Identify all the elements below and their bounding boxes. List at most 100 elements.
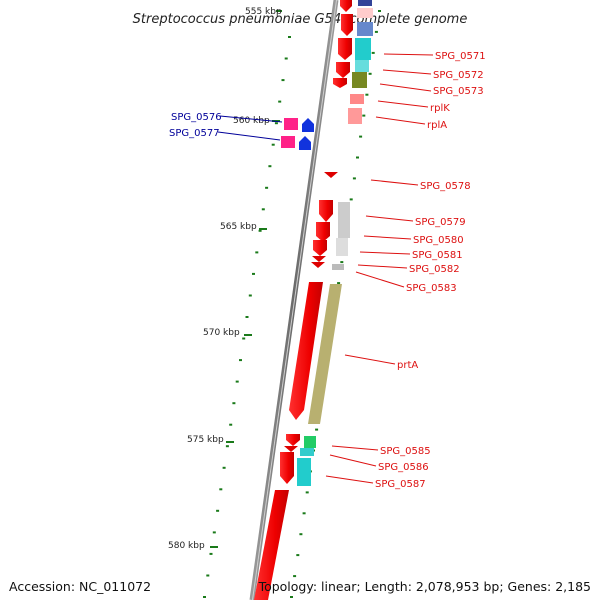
guide-dot <box>232 402 236 405</box>
gene-label[interactable]: SPG_0587 <box>375 479 426 490</box>
gene-label[interactable]: SPG_0571 <box>435 51 486 62</box>
gene-label[interactable]: prtA <box>397 360 418 371</box>
scale-ticks: 555 kbp 560 kbp 565 kbp 570 kbp 575 kbp … <box>168 7 282 551</box>
guide-dot <box>245 316 249 318</box>
guide-dot <box>281 79 285 82</box>
tick-575kbp: 575 kbp <box>187 435 234 445</box>
guide-dot <box>337 282 341 285</box>
guide-dot <box>349 198 353 201</box>
gene-arrow <box>313 240 327 256</box>
tick-label: 565 kbp <box>220 222 257 232</box>
guide-dot <box>302 512 306 515</box>
guide-dot <box>362 114 366 117</box>
guide-dot <box>368 72 372 75</box>
gene-label[interactable]: SPG_0573 <box>433 86 484 97</box>
guide-dot <box>278 100 282 103</box>
tick-580kbp: 580 kbp <box>168 541 218 551</box>
gene-label[interactable]: SPG_0582 <box>409 264 460 275</box>
guide-dot <box>235 380 239 383</box>
guide-dot <box>315 428 319 431</box>
gene-label[interactable]: SPG_0586 <box>378 462 429 473</box>
gene-label[interactable]: SPG_0578 <box>420 181 471 192</box>
guide-dot <box>239 359 242 362</box>
tick-565kbp: 565 kbp <box>220 222 267 232</box>
gene-arrow <box>341 14 353 36</box>
left-guide-dots <box>203 36 291 598</box>
guide-dot <box>216 509 220 512</box>
guide-dot <box>255 251 259 254</box>
guide-dot <box>290 596 293 598</box>
gene-arrow <box>336 62 350 78</box>
guide-dot <box>305 491 309 494</box>
map-title: Streptococcus pneumoniae G54, complete g… <box>133 12 468 27</box>
tick-570kbp: 570 kbp <box>203 328 252 338</box>
gene-arrow <box>333 78 347 88</box>
tick-label: 580 kbp <box>168 541 205 551</box>
guide-dot <box>365 93 369 96</box>
guide-dot <box>274 122 278 125</box>
guide-dot <box>293 575 297 578</box>
guide-dot <box>374 30 378 33</box>
guide-dot <box>296 554 300 557</box>
guide-dot <box>222 466 226 469</box>
tick-555kbp: 555 kbp <box>245 7 282 17</box>
gene-label[interactable]: SPG_0583 <box>406 283 457 294</box>
guide-dot <box>225 445 229 448</box>
guide-dot <box>212 531 216 534</box>
gene-label[interactable]: rplK <box>430 103 450 114</box>
gene-arrow <box>311 262 325 268</box>
gene-arrow-prtA <box>289 282 323 420</box>
gene-label[interactable]: SPG_0577 <box>169 128 220 139</box>
left-strand-genes <box>281 118 314 150</box>
tick-label: 570 kbp <box>203 328 240 338</box>
guide-dot <box>258 229 262 232</box>
gene-label[interactable]: SPG_0585 <box>380 446 431 457</box>
guide-dot <box>242 337 246 340</box>
guide-dot <box>359 135 363 138</box>
genome-backbone <box>249 0 339 600</box>
guide-dot <box>265 186 269 189</box>
guide-dot <box>206 574 210 577</box>
gene-label[interactable]: SPG_0581 <box>412 250 463 261</box>
gene-arrow <box>340 0 352 12</box>
guide-dot <box>284 57 288 60</box>
guide-dot <box>340 261 344 264</box>
gene-label[interactable]: SPG_0579 <box>415 217 466 228</box>
guide-dot <box>288 36 291 38</box>
guide-dot <box>268 165 272 168</box>
guide-dot <box>248 294 252 297</box>
tick-label: 555 kbp <box>245 7 282 17</box>
guide-dot <box>261 208 265 211</box>
gene-label[interactable]: SPG_0576 <box>171 112 222 123</box>
gene-arrow <box>254 490 289 600</box>
guide-dot <box>356 156 359 159</box>
tick-label: 560 kbp <box>233 116 270 126</box>
guide-dot <box>209 552 213 555</box>
gene-arrow <box>312 256 326 262</box>
guide-dot <box>271 143 275 146</box>
gene-arrow <box>338 38 352 60</box>
tick-label: 575 kbp <box>187 435 224 445</box>
gene-label[interactable]: SPG_0572 <box>433 70 484 81</box>
guide-dot <box>252 272 255 275</box>
gene-arrow <box>284 446 298 452</box>
leader-lines <box>217 53 434 484</box>
gene-arrows-strand <box>254 0 353 600</box>
guide-dot <box>299 533 303 536</box>
guide-dot <box>229 423 233 426</box>
guide-dot <box>371 51 375 54</box>
gene-label[interactable]: rplA <box>427 120 447 131</box>
guide-dot <box>378 10 381 12</box>
cog-bars <box>297 0 373 486</box>
gene-arrow <box>324 172 338 178</box>
gene-arrow <box>316 222 330 242</box>
accession-label: Accession: NC_011072 <box>9 579 152 594</box>
gene-arrow <box>319 200 333 222</box>
gene-label[interactable]: SPG_0580 <box>413 235 464 246</box>
guide-dot <box>352 177 356 180</box>
gene-arrow <box>280 452 294 484</box>
guide-dot <box>203 596 206 598</box>
gene-labels: SPG_0571 SPG_0572 SPG_0573 rplK rplA SPG… <box>169 51 486 490</box>
guide-dot <box>219 488 223 491</box>
